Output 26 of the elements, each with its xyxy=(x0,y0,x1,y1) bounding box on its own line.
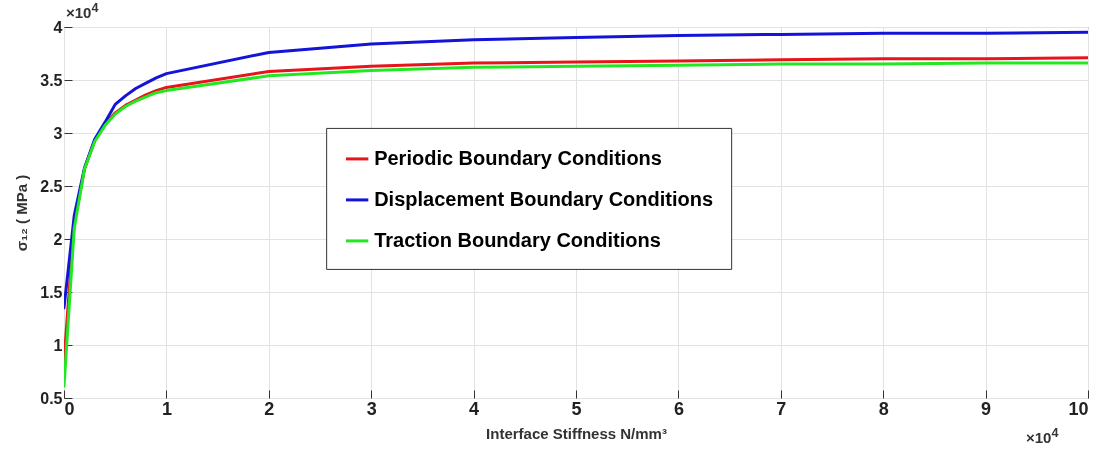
x-tick-label: 9 xyxy=(981,398,992,419)
y-tick-label: 1 xyxy=(53,336,63,354)
legend-label: Displacement Boundary Conditions xyxy=(374,187,714,210)
x-tick-label: 0 xyxy=(64,398,75,419)
y-tick-label: 0.5 xyxy=(40,389,63,407)
x-tick-label: 3 xyxy=(366,398,377,419)
text: ×10$^{4}$ xyxy=(1026,426,1059,446)
text: ×10$^{4}$ xyxy=(66,1,99,21)
y-tick-label: 2.5 xyxy=(40,177,63,195)
x-tick-label: 4 xyxy=(469,398,480,419)
x-tick-label: 8 xyxy=(878,398,889,419)
x-tick-label: 1 xyxy=(161,398,172,419)
x-tick-label: 10 xyxy=(1068,398,1089,419)
y-tick-label: 1.5 xyxy=(40,283,63,301)
x-tick-label: 7 xyxy=(776,398,787,419)
legend-label: Traction Boundary Conditions xyxy=(374,228,661,251)
y-tick-label: 2 xyxy=(53,230,63,248)
y-tick-label: 3 xyxy=(53,124,63,142)
x-axis-title: Interface Stiffness N/mm³ xyxy=(486,424,667,442)
y-axis-title: σ₁₂ ( MPa ) xyxy=(13,174,31,252)
x-tick-label: 2 xyxy=(264,398,275,419)
y-tick-label: 3.5 xyxy=(40,71,63,89)
legend-label: Periodic Boundary Conditions xyxy=(374,146,662,169)
x-tick-label: 6 xyxy=(673,398,684,419)
x-tick-label: 5 xyxy=(571,398,582,419)
y-tick-label: 4 xyxy=(53,18,63,36)
